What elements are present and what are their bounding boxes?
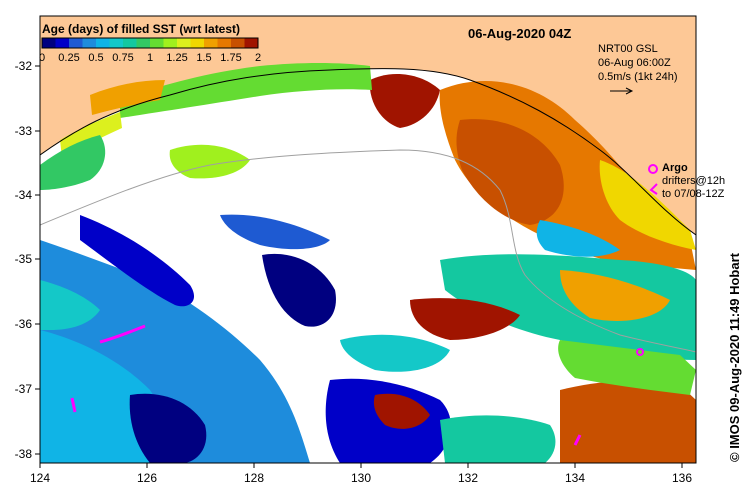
colorbar-swatch: [150, 38, 164, 48]
drifter-track: [99, 324, 146, 344]
coastline: [40, 68, 696, 236]
sst-age-teal-east: [440, 254, 696, 360]
colorbar-swatch: [177, 38, 191, 48]
colorbar-swatch: [190, 38, 205, 48]
sst-age-teal-center: [340, 334, 450, 372]
sst-age-cyan-east: [536, 220, 620, 257]
y-axis: -32 -33 -34 -35 -36 -37 -38: [15, 59, 40, 461]
y-tick-label: -37: [15, 382, 33, 396]
x-axis: 124 126 128 130 132 134 136: [30, 463, 692, 485]
sst-age-teal-west: [40, 280, 100, 330]
credit-text: © IMOS 09-Aug-2020 11:49 Hobart: [727, 253, 742, 462]
current-info-line1: NRT00 GSL: [598, 43, 658, 55]
argo-legend-marker: [648, 164, 658, 174]
colorbar-tick-label: 0.75: [112, 52, 133, 64]
argo-float-marker: [636, 348, 644, 356]
colorbar-tick-label: 2: [255, 52, 261, 64]
colorbar-swatch: [42, 38, 56, 48]
colorbar-swatch: [136, 38, 151, 48]
current-info-line3: 0.5m/s (1kt 24h): [598, 71, 678, 83]
colorbar-swatch: [204, 38, 218, 48]
map-area: [40, 16, 696, 463]
sst-age-orange-center: [560, 270, 670, 321]
map-title: 06-Aug-2020 04Z: [468, 26, 572, 41]
sst-age-darkred-east: [410, 298, 520, 340]
drifter-track: [573, 434, 582, 446]
sst-age-navy-south: [129, 393, 207, 463]
sst-age-green-west: [40, 135, 106, 190]
colorbar-tick-label: 1.5: [196, 52, 211, 64]
y-tick-label: -35: [15, 252, 33, 266]
colorbar-swatch: [69, 38, 83, 48]
argo-label: Argo: [662, 162, 688, 174]
x-tick-label: 136: [672, 471, 692, 485]
colorbar-tick-label: 1: [147, 52, 153, 64]
argo-date-label: to 07/08-12Z: [662, 188, 725, 200]
x-tick-label: 130: [351, 471, 371, 485]
argo-drifters-label: drifters@12h: [662, 175, 726, 187]
legend-title: Age (days) of filled SST (wrt latest): [42, 22, 241, 36]
current-scale-arrow: [610, 87, 634, 95]
colorbar-swatch: [217, 38, 232, 48]
colorbar-swatch: [96, 38, 110, 48]
colorbar-swatch: [163, 38, 178, 48]
y-tick-label: -32: [15, 59, 33, 73]
colorbar-tick-label: 0.25: [58, 52, 79, 64]
sst-age-green-coast: [120, 63, 372, 118]
x-tick-label: 124: [30, 471, 50, 485]
sst-age-2day-darkred: [369, 74, 440, 128]
sst-age-darkred-center-south: [373, 393, 430, 429]
colorbar-swatch: [109, 38, 124, 48]
colorbar-tick-label: 1.75: [220, 52, 241, 64]
x-tick-label: 128: [244, 471, 264, 485]
colorbar-swatch: [55, 38, 70, 48]
sst-age-navy-center: [262, 253, 336, 327]
drifter-track: [70, 397, 77, 413]
y-tick-label: -36: [15, 317, 33, 331]
colorbar-tick-label: 0: [39, 52, 45, 64]
colorbar-swatch: [82, 38, 97, 48]
y-tick-label: -33: [15, 124, 33, 138]
bathymetry-contour: [40, 149, 696, 353]
current-info-line2: 06-Aug 06:00Z: [598, 57, 671, 69]
sst-age-redpatch: [456, 119, 564, 225]
sst-age-orange-west: [90, 80, 165, 115]
sst-age-navy-west-band: [80, 215, 195, 307]
colorbar-tick-label: 0.5: [88, 52, 103, 64]
sst-age-orange-southeast: [560, 380, 696, 463]
legend-colorbar: 0 0.25 0.5 0.75 1 1.25 1.5 1.75 2: [39, 37, 261, 64]
colorbar-border: [41, 37, 259, 49]
y-tick-label: -34: [15, 188, 33, 202]
x-tick-label: 132: [458, 471, 478, 485]
plot-frame: [39, 15, 697, 464]
sst-age-green-southeast: [558, 340, 696, 395]
colorbar-swatch: [244, 38, 259, 48]
sst-age-blue-center-band: [220, 214, 330, 250]
colorbar-swatch: [231, 38, 245, 48]
x-tick-label: 134: [565, 471, 585, 485]
x-tick-label: 126: [137, 471, 157, 485]
drifter-legend-marker: [649, 183, 658, 195]
y-tick-label: -38: [15, 447, 33, 461]
colorbar-tick-label: 1.25: [166, 52, 187, 64]
colorbar-swatch: [123, 38, 137, 48]
sst-age-yellow-east: [599, 160, 696, 250]
sst-age-teal-south-center: [440, 415, 556, 463]
